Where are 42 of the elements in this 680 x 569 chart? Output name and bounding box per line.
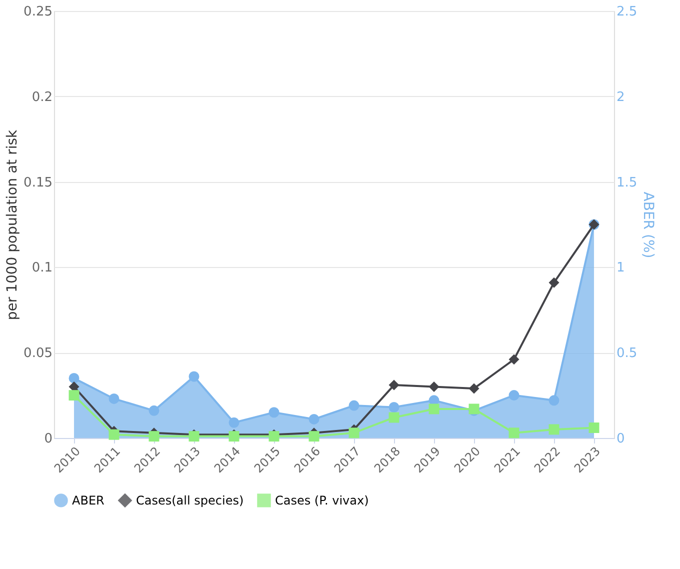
point [588, 422, 600, 433]
point [508, 390, 520, 401]
y-tick-label: 0.1 [32, 260, 52, 276]
y-tick-label: 0.2 [32, 90, 52, 105]
legend-label: ABER [72, 493, 104, 508]
y2-tick-label: 0.5 [616, 346, 638, 362]
point [388, 380, 400, 390]
point [388, 412, 400, 423]
point [548, 424, 560, 435]
y-tick-label: 0 [44, 432, 52, 446]
y2-tick-label: 2 [616, 90, 625, 105]
point [428, 382, 440, 392]
point [148, 431, 160, 442]
point [148, 405, 160, 416]
point [68, 372, 80, 384]
y-tick-label: 0.15 [24, 175, 52, 190]
y-axis-title: per 1000 population at risk [4, 128, 21, 320]
legend-label: Cases(all species) [136, 493, 244, 508]
point [548, 395, 560, 406]
y2-axis-title: ABER (%) [640, 192, 656, 258]
point [308, 414, 320, 424]
point [348, 428, 360, 438]
y2-tick-label: 2.5 [616, 4, 638, 20]
y2-tick-label: 1.5 [616, 175, 638, 190]
y-tick-label: 0.05 [24, 346, 52, 362]
point [228, 417, 240, 428]
point [468, 383, 480, 394]
point [508, 354, 520, 365]
y2-tick-label: 0 [616, 432, 625, 446]
point [388, 402, 400, 412]
point [508, 428, 520, 438]
point [108, 429, 120, 440]
point [308, 431, 320, 442]
point [108, 393, 120, 404]
y2-tick-label: 1 [616, 260, 625, 276]
point [188, 371, 200, 382]
y-tick-label: 0.25 [24, 4, 52, 20]
legend-label: Cases (P. vivax) [275, 493, 369, 508]
point [68, 390, 80, 401]
point [428, 404, 440, 414]
point [268, 407, 280, 418]
point [548, 277, 560, 288]
